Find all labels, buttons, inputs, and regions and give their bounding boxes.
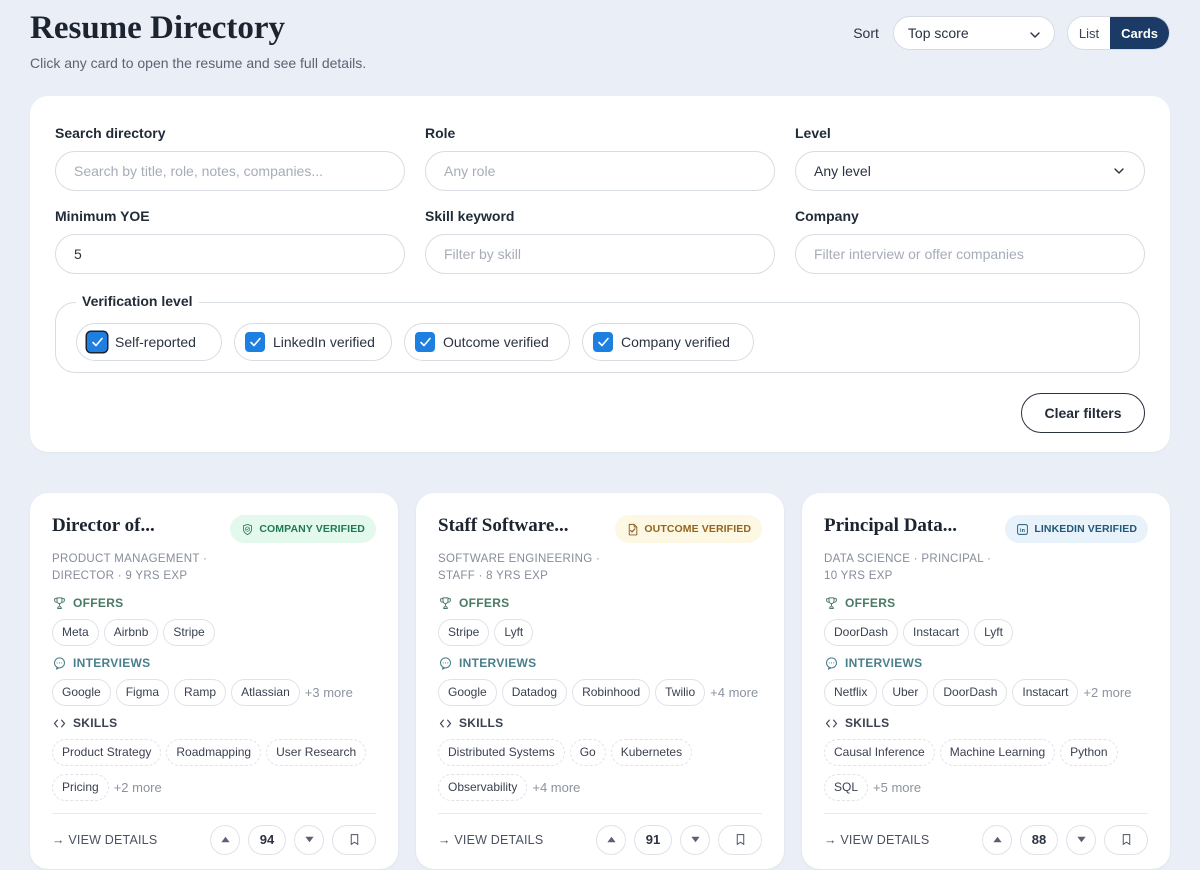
- svg-text:in: in: [1020, 527, 1025, 533]
